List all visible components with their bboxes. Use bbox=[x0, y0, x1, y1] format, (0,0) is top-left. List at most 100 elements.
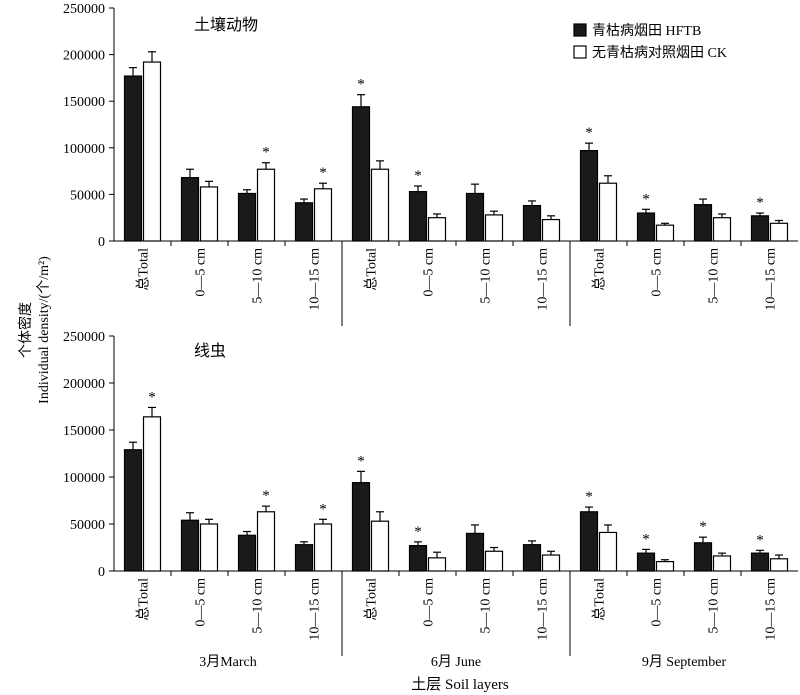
category-label: 总Total bbox=[592, 248, 608, 291]
bar-hftb bbox=[123, 75, 143, 242]
legend-label-hftb: 青枯病烟田 HFTB bbox=[592, 23, 701, 39]
bar-hftb bbox=[636, 212, 656, 242]
y-axis-label: 个体密度 Individual density/(个/m²) bbox=[17, 256, 52, 404]
bar-hftb bbox=[294, 544, 314, 572]
bar-ck bbox=[655, 224, 675, 242]
bar-hftb bbox=[579, 149, 599, 242]
bar-hftb bbox=[522, 204, 542, 242]
bar-ck bbox=[427, 217, 447, 242]
bar-ck bbox=[142, 61, 162, 242]
bar-hftb bbox=[408, 545, 428, 572]
y-tick-label: 200000 bbox=[63, 49, 105, 64]
y-axis-label-cn: 个体密度 bbox=[17, 302, 34, 358]
legend-label-ck: 无青枯病对照烟田 CK bbox=[592, 45, 727, 61]
y-tick-label: 200000 bbox=[63, 377, 105, 392]
panel-title: 土壤动物 bbox=[194, 15, 258, 34]
bar-ck bbox=[712, 217, 732, 242]
y-tick-label: 100000 bbox=[63, 142, 105, 157]
y-tick-label: 50000 bbox=[70, 518, 105, 533]
category-label: 5—10 cm bbox=[479, 578, 494, 634]
bar-hftb bbox=[522, 544, 542, 572]
bar-ck bbox=[769, 222, 789, 242]
bar-hftb bbox=[636, 552, 656, 572]
bar-ck bbox=[541, 554, 561, 572]
category-label: 总Total bbox=[136, 248, 152, 291]
bar-hftb bbox=[693, 542, 713, 572]
month-label: 9月 September bbox=[642, 654, 727, 670]
bar-ck bbox=[598, 531, 618, 572]
category-label: 总Total bbox=[364, 248, 380, 291]
bar-hftb bbox=[123, 449, 143, 572]
bar-ck bbox=[598, 182, 618, 242]
bar-hftb bbox=[579, 511, 599, 572]
y-tick-label: 150000 bbox=[63, 95, 105, 110]
bar-hftb bbox=[465, 192, 485, 242]
bar-ck bbox=[313, 523, 333, 572]
significance-mark: * bbox=[357, 453, 365, 469]
category-label: 总Total bbox=[364, 578, 380, 621]
significance-mark: * bbox=[642, 531, 650, 547]
bar-ck bbox=[199, 523, 219, 572]
category-label: 0—5 cm bbox=[650, 578, 665, 627]
significance-mark: * bbox=[585, 125, 593, 141]
bar-hftb bbox=[750, 215, 770, 242]
soil-fauna-panel: 0 50000 100000 150000 200000 250000 土壤动物总Total… bbox=[63, 2, 798, 326]
bar-hftb bbox=[465, 532, 485, 572]
bar-ck bbox=[484, 550, 504, 572]
category-label: 10—15 cm bbox=[308, 248, 323, 311]
significance-mark: * bbox=[148, 389, 156, 405]
y-axis-label-en: Individual density/(个/m²) bbox=[36, 256, 52, 404]
bar-hftb bbox=[180, 177, 200, 242]
legend-swatch-hftb bbox=[573, 23, 587, 37]
category-label: 0—5 cm bbox=[194, 578, 209, 627]
month-labels: 3月March 6月 June 9月 September bbox=[199, 654, 726, 670]
significance-mark: * bbox=[262, 488, 270, 504]
category-label: 5—10 cm bbox=[707, 248, 722, 304]
y-tick-label: 50000 bbox=[70, 188, 105, 203]
bar-ck bbox=[712, 555, 732, 572]
category-label: 10—15 cm bbox=[764, 578, 779, 641]
bar-hftb bbox=[351, 106, 371, 242]
significance-mark: * bbox=[756, 195, 764, 211]
y-tick-label: 150000 bbox=[63, 424, 105, 439]
bar-ck bbox=[541, 218, 561, 242]
significance-mark: * bbox=[319, 165, 327, 181]
bar-ck bbox=[256, 168, 276, 242]
bar-ck bbox=[256, 511, 276, 572]
category-label: 5—10 cm bbox=[251, 578, 266, 634]
significance-mark: * bbox=[357, 77, 365, 93]
legend: 青枯病烟田 HFTB 无青枯病对照烟田 CK bbox=[573, 23, 727, 61]
y-axis-title: 个体密度 Individual density/(个/m²) bbox=[17, 256, 52, 404]
significance-mark: * bbox=[642, 191, 650, 207]
y-tick-label: 0 bbox=[98, 565, 105, 580]
bar-hftb bbox=[237, 534, 257, 572]
bar-hftb bbox=[237, 192, 257, 242]
bar-ck bbox=[370, 168, 390, 242]
bar-ck bbox=[655, 560, 675, 572]
bar-hftb bbox=[408, 191, 428, 242]
category-label: 5—10 cm bbox=[479, 248, 494, 304]
month-label: 6月 June bbox=[431, 654, 481, 670]
category-label: 0—5 cm bbox=[422, 578, 437, 627]
bar-ck bbox=[370, 520, 390, 572]
bar-ck bbox=[199, 186, 219, 242]
bar-ck bbox=[427, 557, 447, 572]
category-label: 0—5 cm bbox=[194, 248, 209, 297]
month-label: 3月March bbox=[199, 654, 257, 670]
significance-mark: * bbox=[414, 524, 422, 540]
y-tick-label: 0 bbox=[98, 235, 105, 250]
significance-mark: * bbox=[319, 501, 327, 517]
bar-hftb bbox=[351, 482, 371, 572]
bar-ck bbox=[142, 416, 162, 572]
significance-mark: * bbox=[414, 168, 422, 184]
significance-mark: * bbox=[699, 519, 707, 535]
significance-mark: * bbox=[262, 145, 270, 161]
category-label: 0—5 cm bbox=[650, 248, 665, 297]
category-label: 10—15 cm bbox=[536, 248, 551, 311]
bar-hftb bbox=[750, 552, 770, 572]
bar-ck bbox=[769, 558, 789, 572]
category-label: 10—15 cm bbox=[308, 578, 323, 641]
category-label: 5—10 cm bbox=[707, 578, 722, 634]
